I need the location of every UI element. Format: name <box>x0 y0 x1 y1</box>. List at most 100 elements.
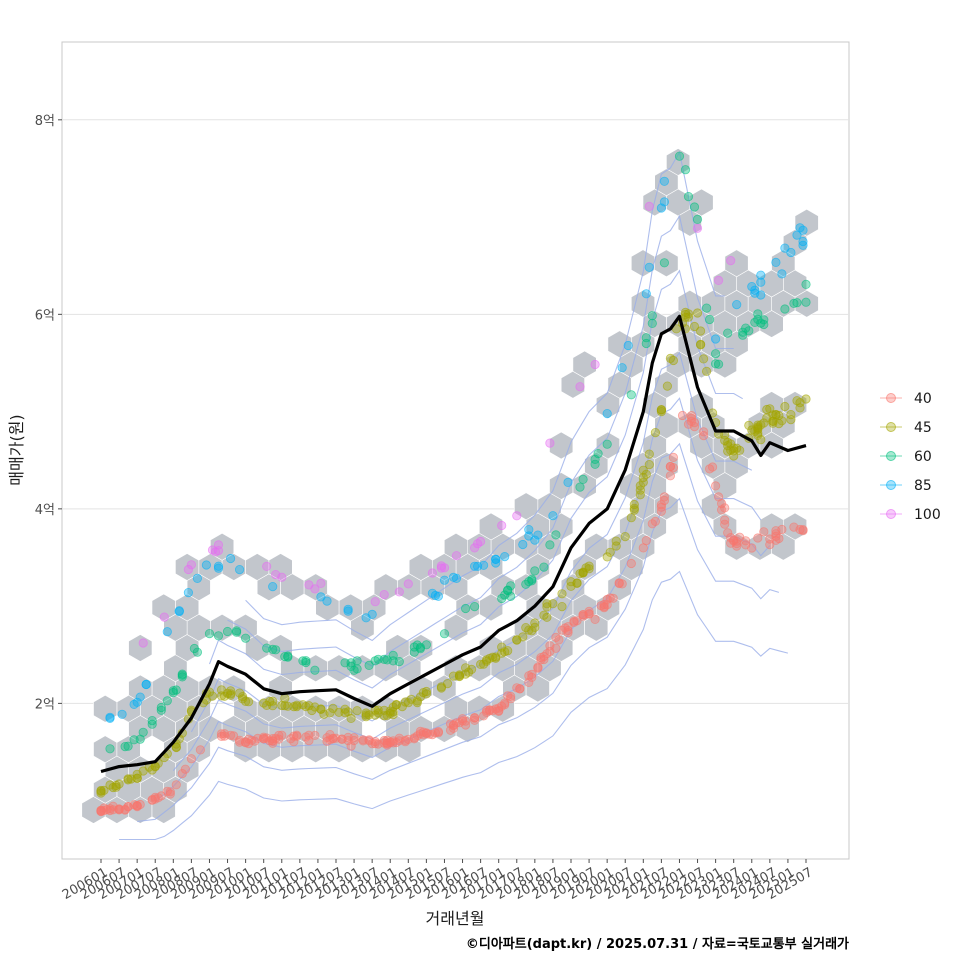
data-point <box>665 471 676 481</box>
data-point <box>475 536 486 547</box>
data-point <box>644 262 654 272</box>
data-point <box>147 715 157 726</box>
hexbin-cell <box>759 269 784 298</box>
data-point <box>524 524 534 535</box>
data-point <box>753 428 763 438</box>
data-point <box>602 408 612 419</box>
density-contour <box>172 397 762 771</box>
data-point <box>710 349 721 359</box>
data-point <box>626 513 636 523</box>
data-point <box>792 230 802 240</box>
data-point <box>765 404 775 414</box>
data-point <box>497 642 507 652</box>
data-point <box>554 635 564 645</box>
hexbin-cell <box>631 249 655 278</box>
data-point <box>659 492 670 502</box>
data-point <box>720 435 730 446</box>
data-point <box>798 524 808 535</box>
data-point <box>147 719 157 729</box>
data-point <box>491 558 501 568</box>
data-point <box>563 625 573 636</box>
legend-item-60: 60 <box>880 449 932 465</box>
data-point <box>566 577 576 587</box>
data-point <box>596 601 606 611</box>
moving-average-line <box>100 314 807 774</box>
data-point <box>117 709 127 719</box>
data-point <box>153 793 163 803</box>
data-point <box>268 736 278 746</box>
legend-label: 40 <box>914 391 932 407</box>
data-point <box>662 381 673 391</box>
data-point <box>527 672 537 683</box>
data-point <box>500 647 510 657</box>
data-point <box>304 735 314 746</box>
data-point <box>385 706 395 716</box>
data-point <box>165 787 175 797</box>
data-point <box>207 545 218 555</box>
data-point <box>322 736 332 747</box>
data-point <box>469 561 480 571</box>
data-point <box>626 390 636 400</box>
data-point <box>506 691 516 702</box>
data-point <box>674 151 685 161</box>
data-point <box>644 201 654 211</box>
data-point <box>692 223 703 233</box>
x-axis-title: 거래년월 <box>426 909 485 928</box>
data-point <box>192 573 202 584</box>
data-point <box>698 430 709 441</box>
data-point <box>301 657 311 668</box>
data-point <box>271 645 281 655</box>
data-point <box>641 289 651 299</box>
data-point <box>292 730 302 740</box>
data-point <box>177 768 187 779</box>
data-point <box>379 589 389 600</box>
data-point <box>759 527 769 537</box>
data-point <box>789 298 799 308</box>
data-point <box>665 461 676 472</box>
data-point <box>340 708 350 718</box>
data-point <box>611 536 621 546</box>
legend-key-point <box>886 393 896 403</box>
data-point <box>545 646 555 657</box>
data-point <box>168 686 178 696</box>
data-point <box>665 353 676 363</box>
legend-item-85: 85 <box>880 478 932 494</box>
data-point <box>668 452 679 462</box>
legend-item-100: 100 <box>880 507 941 523</box>
data-point <box>497 520 507 531</box>
data-point <box>454 671 465 681</box>
data-point <box>346 741 356 751</box>
data-point <box>301 732 311 742</box>
density-contour <box>154 442 771 803</box>
data-point <box>481 656 492 666</box>
data-point <box>710 359 721 369</box>
data-point <box>262 561 272 572</box>
hexbin-cell <box>128 634 153 662</box>
data-point <box>328 703 338 714</box>
data-point <box>656 404 667 415</box>
data-point <box>497 593 507 604</box>
data-point <box>135 692 145 702</box>
data-point <box>605 547 615 557</box>
data-point <box>750 317 760 327</box>
data-point <box>138 727 148 737</box>
x-axis-ticks: 2006012006072007012007072008012008072009… <box>60 859 815 903</box>
data-point <box>590 359 600 370</box>
y-tick-label: 4억 <box>35 503 55 518</box>
density-contour <box>227 214 734 667</box>
data-point <box>235 564 245 575</box>
data-point <box>539 610 549 620</box>
data-point <box>394 587 404 597</box>
data-point <box>533 530 543 540</box>
data-point <box>469 713 480 723</box>
data-point <box>96 806 106 817</box>
data-point <box>701 303 712 313</box>
data-point <box>213 631 224 641</box>
data-point <box>421 689 431 699</box>
data-point <box>436 563 446 573</box>
hexbin-cell <box>350 613 375 642</box>
data-point <box>777 524 787 535</box>
data-point <box>656 502 667 512</box>
data-point <box>602 439 612 449</box>
hexbin-cell <box>93 694 118 723</box>
